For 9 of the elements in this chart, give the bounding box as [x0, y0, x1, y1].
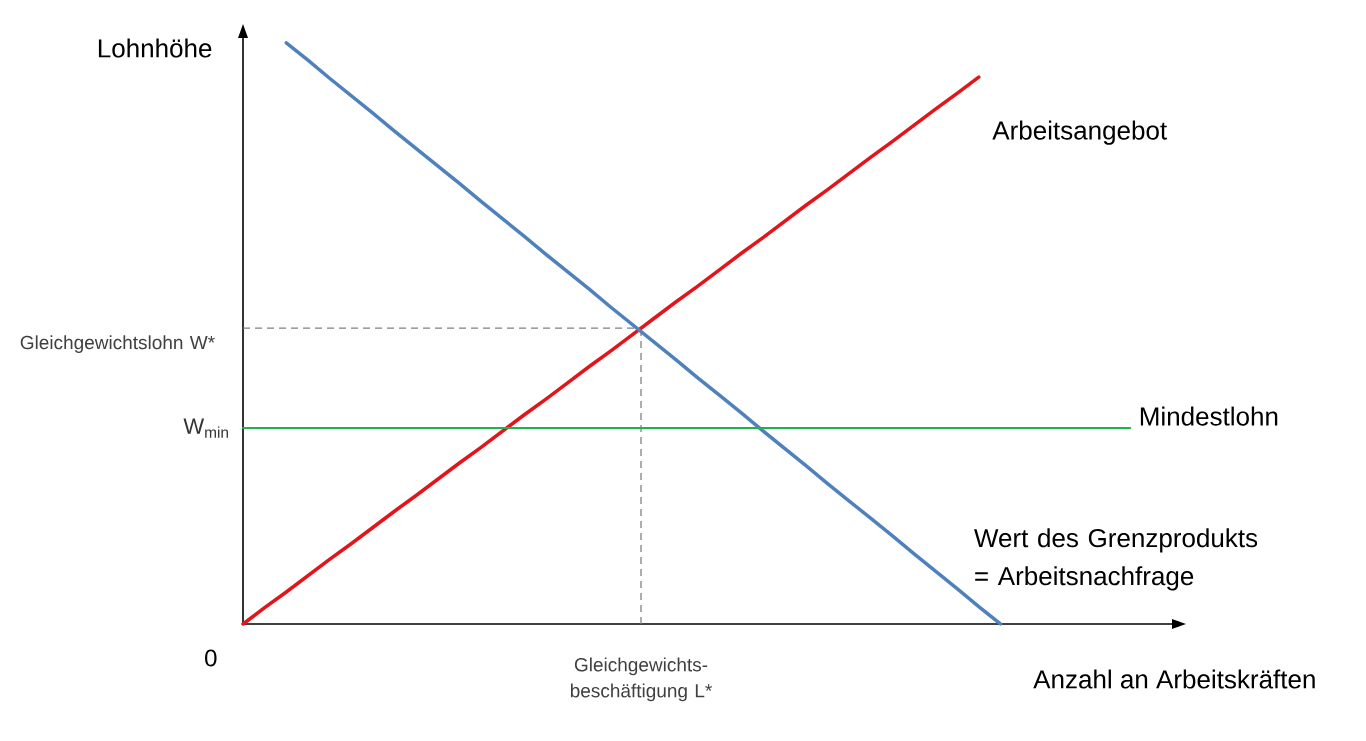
text: 0 — [205, 649, 217, 667]
series-label: Wert des Grenzprodukts = Arbeitsnachfrage — [974, 528, 1258, 591]
series-label: Arbeitsangebot — [992, 120, 1167, 145]
y-axis-title: Lohnhöhe — [98, 38, 212, 58]
ref-line-label: Gleichgewichtslohn W* — [20, 335, 215, 353]
x-axis-title: Anzahl an Arbeitskräften — [1033, 669, 1315, 689]
series-label: Mindestlohn — [1140, 406, 1278, 426]
text: W$_{min}$ — [183, 418, 228, 438]
text: Gleichgewichts- beschäftigung L* — [570, 657, 712, 702]
